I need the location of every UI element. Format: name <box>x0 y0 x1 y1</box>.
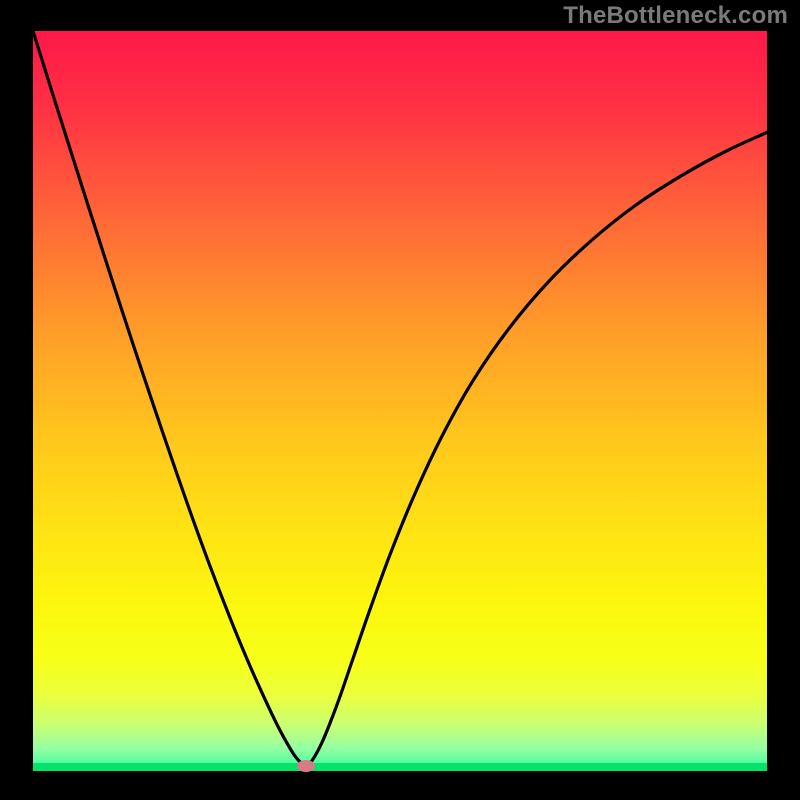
minimum-marker <box>297 760 315 772</box>
curve-right-branch <box>306 132 767 766</box>
chart-container: TheBottleneck.com <box>0 0 800 800</box>
curve-svg <box>33 31 767 771</box>
curve-left-branch <box>33 31 306 767</box>
watermark-text: TheBottleneck.com <box>563 2 788 30</box>
plot-area <box>33 31 767 771</box>
